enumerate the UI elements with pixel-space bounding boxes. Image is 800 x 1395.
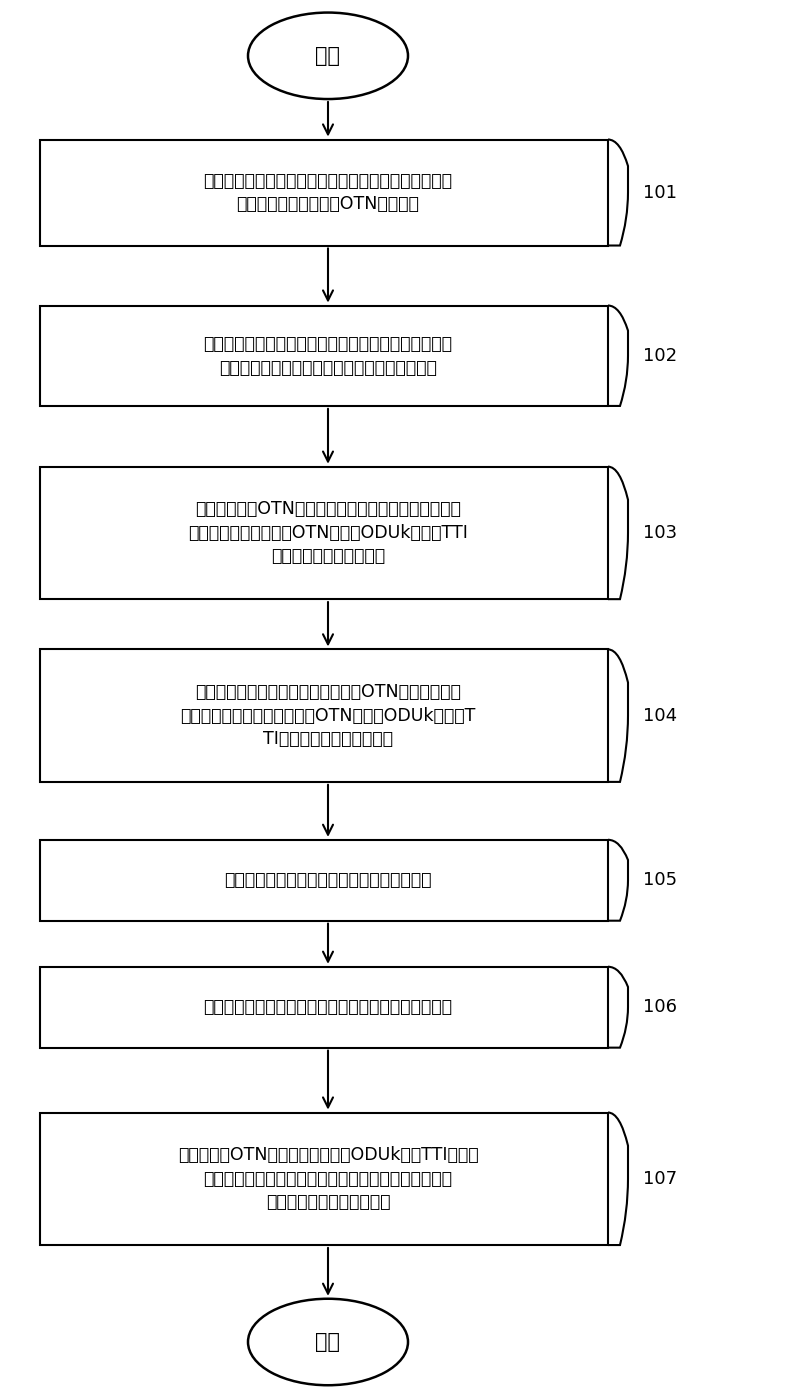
Text: 103: 103 bbox=[643, 525, 677, 541]
Text: 102: 102 bbox=[643, 347, 677, 364]
Bar bbox=[40, 140, 608, 246]
Bar bbox=[40, 650, 608, 781]
Text: 如果判定是OTN信号，根据提取的ODUk信号TTI或者其
它保留字节中的地址信息和路由选择单元中的地址表选
择路由地址，确定传输路径: 如果判定是OTN信号，根据提取的ODUk信号TTI或者其 它保留字节中的地址信息… bbox=[178, 1147, 478, 1211]
Text: 106: 106 bbox=[643, 999, 677, 1016]
Text: 105: 105 bbox=[643, 872, 677, 889]
Text: 104: 104 bbox=[643, 707, 677, 724]
Bar bbox=[40, 1113, 608, 1244]
Text: 按照现行的分组业务路由选择方法进行分组业务的路由: 按照现行的分组业务路由选择方法进行分组业务的路由 bbox=[203, 999, 453, 1016]
Ellipse shape bbox=[248, 13, 408, 99]
Text: 开始: 开始 bbox=[315, 46, 341, 66]
Text: 当输入业务为分组业务，输出也是分组业务时，按照现
行的分组业务路由选择方法进行分组业务的路由: 当输入业务为分组业务，输出也是分组业务时，按照现 行的分组业务路由选择方法进行分… bbox=[203, 335, 453, 377]
Bar bbox=[40, 967, 608, 1048]
Text: 在路由选择单元中，定帧模块对信号进行判定: 在路由选择单元中，定帧模块对信号进行判定 bbox=[224, 872, 432, 889]
Bar bbox=[40, 840, 608, 921]
Ellipse shape bbox=[248, 1299, 408, 1385]
Text: 107: 107 bbox=[643, 1170, 677, 1187]
Text: 结束: 结束 bbox=[315, 1332, 341, 1352]
Text: 当输入分组业务信号需要包封映射到OTN信号时，提取
路由交换信息，转换后输入到OTN信号中ODUk开销的T
TI字节或者其它保留字节中: 当输入分组业务信号需要包封映射到OTN信号时，提取 路由交换信息，转换后输入到O… bbox=[180, 684, 476, 748]
Text: 当输入业务为OTN业务时，根据预设的业务路由信息，
将业务路由信息输入到OTN信号中ODUk开销的TTI
字节或者其它保留字节中: 当输入业务为OTN业务时，根据预设的业务路由信息， 将业务路由信息输入到OTN信… bbox=[188, 501, 468, 565]
Bar bbox=[40, 466, 608, 600]
Text: 101: 101 bbox=[643, 184, 677, 201]
Text: 根据预设的或者自动识别的业务配置管理信息，将输入
的业务按照分组业务和OTN业务分类: 根据预设的或者自动识别的业务配置管理信息，将输入 的业务按照分组业务和OTN业务… bbox=[203, 172, 453, 213]
Bar bbox=[40, 306, 608, 406]
